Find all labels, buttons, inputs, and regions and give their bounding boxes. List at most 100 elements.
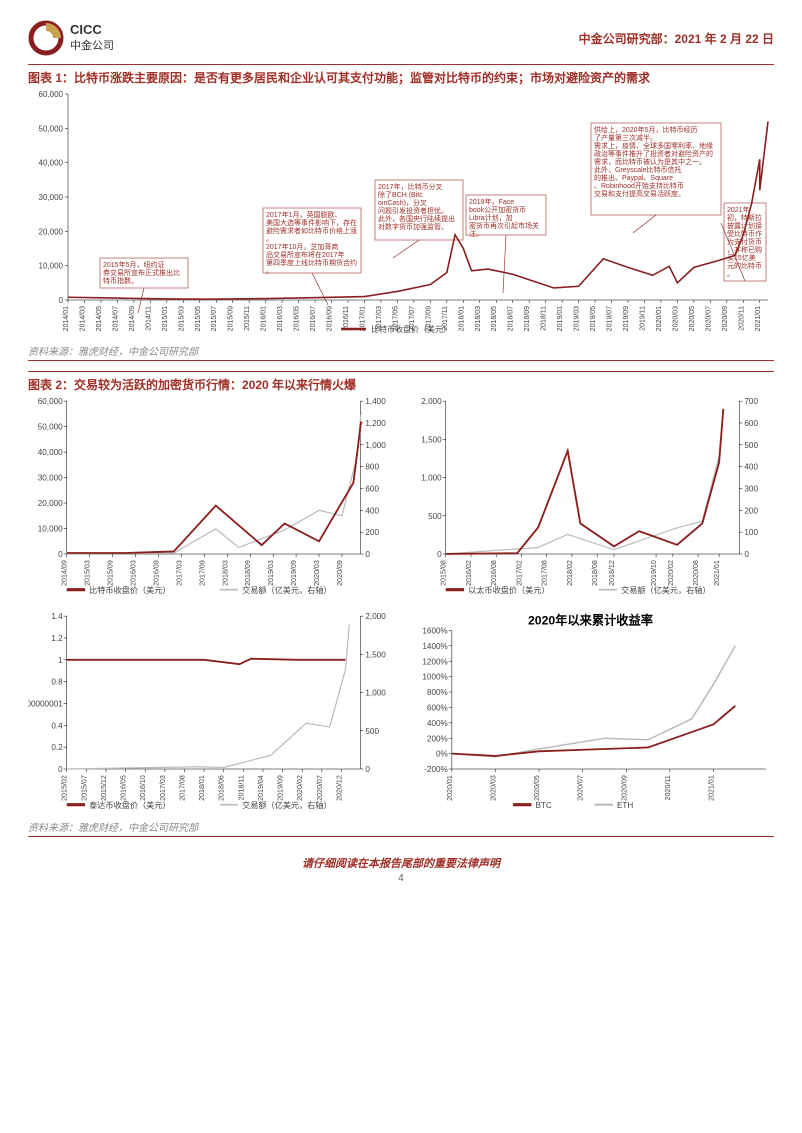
svg-text:受比特币作: 受比特币作: [727, 229, 762, 238]
svg-text:300: 300: [744, 485, 758, 494]
svg-text:2017/08: 2017/08: [541, 560, 549, 586]
svg-text:2019/09: 2019/09: [290, 560, 298, 586]
svg-text:1,000: 1,000: [421, 474, 442, 483]
svg-text:2017年10月，芝加哥商: 2017年10月，芝加哥商: [266, 242, 338, 251]
svg-text:2019/01: 2019/01: [557, 306, 564, 331]
svg-text:2016/05: 2016/05: [294, 306, 301, 331]
svg-text:美国大选等事件影响下，存在: 美国大选等事件影响下，存在: [266, 218, 357, 227]
svg-text:2016/11: 2016/11: [343, 306, 350, 331]
svg-text:2020/05: 2020/05: [533, 775, 541, 801]
date: 2021 年 2 月 22 日: [675, 32, 774, 46]
svg-text:0: 0: [365, 765, 370, 774]
svg-text:40,000: 40,000: [38, 448, 63, 457]
svg-text:2019/10: 2019/10: [650, 560, 658, 586]
svg-text:BTC: BTC: [535, 801, 551, 810]
chart2b: 05001,0001,5002,000010020030040050060070…: [407, 395, 774, 599]
svg-text:book公开加密货币: book公开加密货币: [469, 205, 526, 214]
svg-text:1.2: 1.2: [51, 634, 63, 643]
svg-text:200%: 200%: [427, 734, 448, 743]
svg-text:1,500: 1,500: [365, 650, 386, 659]
svg-text:此外，各国央行陆续提出: 此外，各国央行陆续提出: [378, 214, 455, 223]
svg-text:券交易所宣布正式推出比: 券交易所宣布正式推出比: [103, 268, 180, 277]
svg-text:2018/01: 2018/01: [458, 306, 465, 331]
svg-text:2016/07: 2016/07: [310, 306, 317, 331]
svg-text:2016/01: 2016/01: [261, 306, 268, 331]
svg-text:2015年5月，纽约证: 2015年5月，纽约证: [103, 260, 164, 269]
svg-text:0.2: 0.2: [51, 743, 63, 752]
svg-text:800: 800: [365, 463, 379, 472]
svg-text:30,000: 30,000: [38, 474, 63, 483]
svg-text:400: 400: [365, 506, 379, 515]
svg-text:2015/09: 2015/09: [228, 306, 235, 331]
svg-text:2019/09: 2019/09: [277, 775, 285, 801]
svg-text:2018/05: 2018/05: [491, 306, 498, 331]
svg-text:2015/09: 2015/09: [107, 560, 115, 586]
svg-text:2020/03: 2020/03: [672, 306, 679, 331]
source1: 资料来源：雅虎财经，中金公司研究部: [28, 343, 774, 361]
chart1: 010,00020,00030,00040,00050,00060,000201…: [28, 88, 774, 338]
svg-text:2019/09: 2019/09: [623, 306, 630, 331]
svg-text:2018/12: 2018/12: [608, 560, 616, 586]
svg-text:的推出、Paypal、Square: 的推出、Paypal、Square: [594, 173, 673, 182]
svg-text:60,000: 60,000: [39, 90, 64, 99]
svg-text:2015/05: 2015/05: [195, 306, 202, 331]
svg-text:1,400: 1,400: [365, 397, 386, 406]
svg-text:0: 0: [58, 765, 63, 774]
svg-text:2014/01: 2014/01: [63, 306, 70, 331]
svg-text:2014/07: 2014/07: [112, 306, 119, 331]
svg-text:2020/12: 2020/12: [335, 775, 343, 801]
svg-text:以太币收盘价（美元）: 以太币收盘价（美元）: [468, 585, 549, 595]
svg-text:2016/09: 2016/09: [327, 306, 334, 331]
svg-text:10,000: 10,000: [38, 525, 63, 534]
header-right: 中金公司研究部：2021 年 2 月 22 日: [579, 30, 774, 47]
svg-text:0: 0: [58, 550, 63, 559]
svg-text:问题引发投资者担忧。: 问题引发投资者担忧。: [378, 206, 448, 215]
svg-text:2020/05: 2020/05: [689, 306, 696, 331]
svg-text:600: 600: [365, 485, 379, 494]
svg-text:2019/04: 2019/04: [257, 775, 265, 801]
svg-text:2019/03: 2019/03: [574, 306, 581, 331]
svg-text:比特币收盘价（美元）: 比特币收盘价（美元）: [89, 585, 170, 595]
svg-text:2018/06: 2018/06: [218, 775, 226, 801]
svg-text:0.4: 0.4: [51, 721, 63, 730]
svg-text:2016/03: 2016/03: [130, 560, 138, 586]
svg-text:0: 0: [744, 550, 749, 559]
svg-text:2015/12: 2015/12: [100, 775, 108, 801]
svg-text:2020/07: 2020/07: [705, 306, 712, 331]
svg-text:2018/02: 2018/02: [566, 560, 574, 586]
svg-text:2018/01: 2018/01: [198, 775, 206, 801]
svg-text:、Robinhood开始支持比特币: 、Robinhood开始支持比特币: [594, 181, 684, 190]
svg-text:2016/05: 2016/05: [120, 775, 128, 801]
svg-text:了产量第三次减半。: 了产量第三次减半。: [594, 133, 657, 142]
svg-text:2021/01: 2021/01: [713, 560, 721, 586]
svg-text:2020/03: 2020/03: [489, 775, 497, 801]
svg-text:注。: 注。: [469, 229, 483, 238]
svg-text:50,000: 50,000: [38, 423, 63, 432]
svg-text:40,000: 40,000: [39, 159, 64, 168]
svg-text:交易额（亿美元，右轴）: 交易额（亿美元，右轴）: [242, 800, 332, 810]
svg-text:2018/09: 2018/09: [524, 306, 531, 331]
page-header: CICC 中金公司 中金公司研究部：2021 年 2 月 22 日: [28, 20, 774, 56]
svg-text:2014/03: 2014/03: [79, 306, 86, 331]
svg-text:700: 700: [744, 397, 758, 406]
source2: 资料来源：雅虎财经，中金公司研究部: [28, 819, 774, 837]
svg-text:1.4: 1.4: [51, 612, 63, 621]
svg-text:2019/11: 2019/11: [639, 306, 646, 331]
svg-text:交易额（亿美元，右轴）: 交易额（亿美元，右轴）: [621, 585, 711, 595]
svg-text:第四季度上线比特币期货合约: 第四季度上线比特币期货合约: [266, 258, 357, 267]
svg-text:1,200: 1,200: [365, 419, 386, 428]
chart2a: 010,00020,00030,00040,00050,00060,000020…: [28, 395, 395, 599]
svg-text:10,000: 10,000: [39, 262, 64, 271]
svg-text:2017/03: 2017/03: [159, 775, 167, 801]
svg-text:披露计划接: 披露计划接: [727, 221, 762, 230]
svg-text:1600%: 1600%: [422, 626, 447, 635]
svg-text:2018/03: 2018/03: [475, 306, 482, 331]
svg-text:2017/08: 2017/08: [178, 775, 186, 801]
svg-text:2017/02: 2017/02: [515, 560, 523, 586]
svg-text:0.8: 0.8: [51, 678, 63, 687]
svg-text:2,000: 2,000: [421, 397, 442, 406]
svg-text:2020/09: 2020/09: [620, 775, 628, 801]
svg-text:2020/09: 2020/09: [722, 306, 729, 331]
svg-text:oinCash)，分叉: oinCash)，分叉: [378, 198, 427, 207]
svg-text:0%: 0%: [436, 750, 448, 759]
